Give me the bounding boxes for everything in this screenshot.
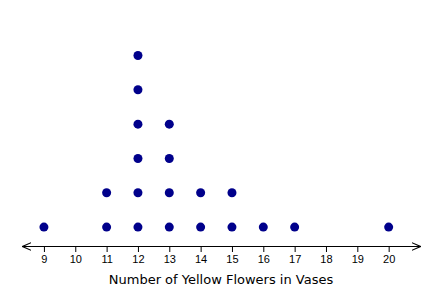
dot: [165, 223, 174, 232]
tick: 16: [258, 246, 270, 265]
tick-mark: [107, 246, 108, 252]
tick-mark: [232, 246, 233, 252]
dot: [133, 120, 142, 129]
x-axis: 9 10 11 12 13 14 15 16 17 18 19 20: [23, 246, 421, 265]
dot: [196, 188, 205, 197]
dot: [259, 223, 268, 232]
tick: 15: [226, 246, 238, 265]
tick-label: 13: [164, 253, 176, 265]
dot: [133, 154, 142, 163]
tick-mark: [75, 246, 76, 252]
dot: [227, 223, 236, 232]
tick-mark: [138, 246, 139, 252]
tick-label: 15: [226, 253, 238, 265]
tick: 12: [132, 246, 144, 265]
tick-mark: [169, 246, 170, 252]
tick: 9: [41, 246, 47, 265]
dot: [227, 188, 236, 197]
tick-label: 12: [132, 253, 144, 265]
tick-label: 16: [258, 253, 270, 265]
dot: [133, 85, 142, 94]
tick-label: 11: [101, 253, 112, 265]
dot: [196, 223, 205, 232]
tick-label: 10: [70, 253, 82, 265]
plot-area: 9 10 11 12 13 14 15 16 17 18 19 20: [23, 51, 421, 265]
tick: 19: [352, 246, 364, 265]
tick: 13: [164, 246, 176, 265]
axis-line: [23, 246, 421, 247]
tick: 10: [70, 246, 82, 265]
tick-mark: [389, 246, 390, 252]
dot: [102, 223, 111, 232]
tick: 17: [289, 246, 301, 265]
tick-mark: [201, 246, 202, 252]
tick-label: 14: [195, 253, 207, 265]
tick-label: 17: [289, 253, 301, 265]
dots: [39, 51, 393, 232]
tick: 18: [320, 246, 332, 265]
dot: [165, 188, 174, 197]
dot: [384, 223, 393, 232]
dot: [165, 120, 174, 129]
dot: [102, 188, 111, 197]
tick-label: 19: [352, 253, 364, 265]
dot: [133, 188, 142, 197]
tick-label: 18: [320, 253, 332, 265]
dot: [39, 223, 48, 232]
tick-mark: [44, 246, 45, 252]
tick-mark: [295, 246, 296, 252]
tick-mark: [357, 246, 358, 252]
chart: 9 10 11 12 13 14 15 16 17 18 19 20 Number of Yellow …: [0, 0, 442, 298]
tick-mark: [326, 246, 327, 252]
tick-label: 9: [41, 253, 47, 265]
tick-label: 20: [383, 253, 395, 265]
tick-mark: [263, 246, 264, 252]
tick: 20: [383, 246, 395, 265]
tick: 14: [195, 246, 207, 265]
dot: [133, 51, 142, 60]
dot: [133, 223, 142, 232]
tick: 11: [101, 246, 112, 265]
dot: [165, 154, 174, 163]
dot: [290, 223, 299, 232]
x-axis-title: Number of Yellow Flowers in Vases: [109, 272, 334, 287]
